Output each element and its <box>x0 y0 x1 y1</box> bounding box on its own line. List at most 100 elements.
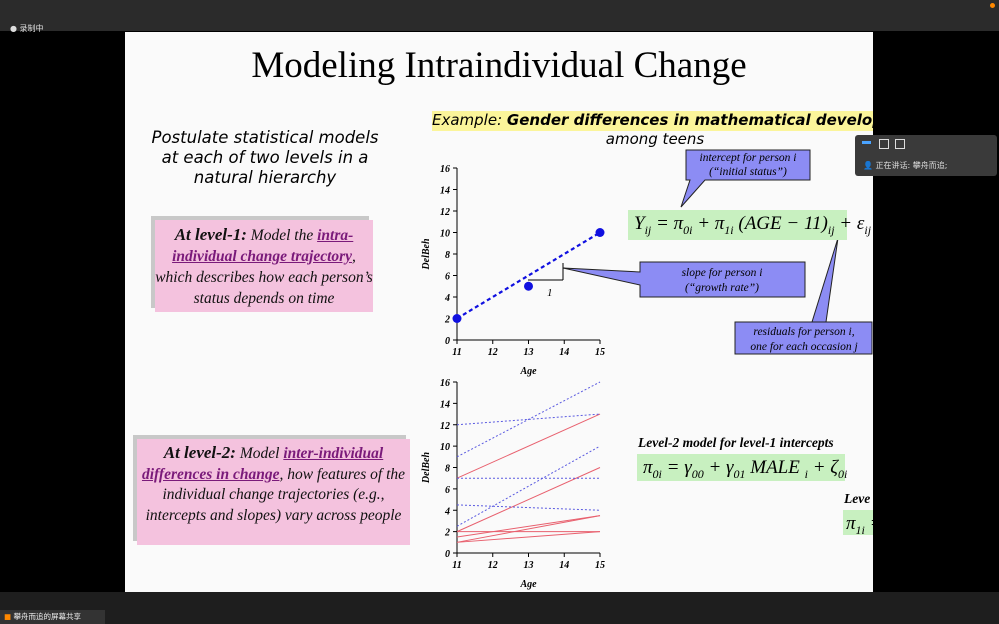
x-tick-label: 15 <box>595 560 605 571</box>
panel-icon[interactable] <box>879 139 889 149</box>
example-banner: Example: Gender differences in mathemati… <box>432 111 873 131</box>
trajectory <box>456 515 601 543</box>
share-indicator[interactable]: ■ 攀舟而追的屏幕共享 <box>0 610 105 624</box>
x-tick-label: 11 <box>452 347 461 358</box>
eq-subscript: 0i <box>652 466 662 481</box>
trajectory <box>456 504 601 511</box>
example-line2: among teens <box>605 130 705 148</box>
x-tick-label: 12 <box>488 560 498 571</box>
equation-level2-slopes: π1i = <box>843 510 873 535</box>
level1-term: intra-individual change trajectory <box>172 227 354 265</box>
level2-intercepts-label: Level-2 model for level-1 intercepts <box>638 435 834 450</box>
level1-box: At level-1: Model the intra-individual c… <box>155 220 373 312</box>
callout-slope-shape <box>562 261 806 298</box>
x-axis-label: Age <box>519 366 537 377</box>
example-label: Example: <box>432 111 503 129</box>
postulate-line: at each of two levels in a <box>161 148 369 167</box>
callout-residuals-shape <box>734 237 873 355</box>
level2-term: inter-individual differences in change <box>141 445 384 483</box>
slide-title: Modeling Intraindividual Change <box>251 45 747 86</box>
trajectory <box>456 381 601 458</box>
trajectory <box>456 531 601 543</box>
eq-part: = <box>865 513 873 534</box>
speaking-name: 正在讲话: 攀舟而追; <box>875 161 948 170</box>
callout-intercept-shape <box>680 149 811 208</box>
trajectory <box>456 231 601 320</box>
panel-icon[interactable] <box>862 141 871 144</box>
slope-label: 1 <box>547 287 553 299</box>
trajectory <box>456 515 601 538</box>
callout-text: (“initial status”) <box>709 166 787 178</box>
y-tick-label: 12 <box>440 207 450 218</box>
meeting-panel[interactable]: 👤 正在讲话: 攀舟而追; <box>855 135 997 176</box>
eq-subscript: ij <box>644 222 652 237</box>
y-tick-label: 6 <box>445 485 450 496</box>
eq-subscript: 01 <box>733 466 746 481</box>
eq-part: + ε <box>834 213 865 234</box>
trajectory <box>456 445 601 527</box>
x-axis-label: Age <box>519 579 537 590</box>
level2-slopes-label: Leve <box>844 491 871 506</box>
y-tick-label: 0 <box>445 549 450 560</box>
y-tick-label: 0 <box>445 336 450 347</box>
x-tick-label: 15 <box>595 347 605 358</box>
x-tick-label: 13 <box>524 560 534 571</box>
eq-subscript: 0i <box>683 222 693 237</box>
eq-subscript: 1i <box>724 222 734 237</box>
postulate-line: Postulate statistical models <box>151 128 379 147</box>
recording-label[interactable]: ● 录制中 <box>10 24 44 33</box>
y-tick-label: 4 <box>444 293 450 304</box>
y-tick-label: 2 <box>444 528 450 539</box>
level1-rest: , which describes how each person’s stat… <box>155 248 373 307</box>
postulate: Postulate statistical models at each of … <box>140 128 390 188</box>
y-tick-label: 12 <box>440 421 450 432</box>
share-text: 攀舟而追的屏幕共享 <box>13 612 81 621</box>
eq-part: Y <box>634 213 645 234</box>
y-tick-label: 2 <box>444 315 450 326</box>
y-tick-label: 14 <box>440 399 450 410</box>
y-tick-label: 16 <box>440 164 450 175</box>
eq-subscript: 00 <box>691 466 704 481</box>
level2-lead: Model <box>235 445 284 462</box>
recording-text: 录制中 <box>19 24 44 33</box>
speaking-text: 👤 正在讲话: 攀舟而追; <box>863 161 948 170</box>
example-text: Gender differences in mathematical devel… <box>506 111 873 129</box>
eq-part: = γ <box>661 457 692 478</box>
level1-label: At level-1: <box>174 225 247 244</box>
eq-subscript: ij <box>827 222 835 237</box>
y-tick-label: 8 <box>445 250 450 261</box>
eq-subscript: i <box>804 466 808 481</box>
y-axis-label: DelBeh <box>421 238 432 271</box>
status-dot <box>990 3 995 8</box>
data-point <box>524 281 533 291</box>
y-tick-label: 4 <box>444 506 450 517</box>
level2-label: At level-2: <box>163 443 236 462</box>
level2-box: At level-2: Model inter-individual diffe… <box>137 439 410 545</box>
data-point <box>452 314 462 323</box>
postulate-line: natural hierarchy <box>193 168 337 187</box>
equation-level2-intercepts: π0i = γ00 + γ01 MALE i + ζ0i <box>637 454 847 481</box>
eq-part: + π <box>692 213 725 234</box>
x-tick-label: 11 <box>452 560 461 571</box>
y-tick-label: 10 <box>440 442 450 453</box>
eq-subscript: ij <box>864 222 872 237</box>
y-axis-label: DelBeh <box>421 452 432 485</box>
eq-part: π <box>846 513 856 534</box>
eq-subscript: 1i <box>855 522 865 535</box>
top-bar <box>0 0 999 31</box>
y-tick-label: 10 <box>440 229 450 240</box>
bottom-bar <box>0 592 999 624</box>
callout-text: (“growth rate”) <box>685 282 759 294</box>
eq-part: (AGE − 11) <box>733 213 828 234</box>
eq-part: = π <box>651 213 684 234</box>
callout-text: intercept for person i <box>700 152 797 164</box>
level2-rest: , how features of the individual change … <box>145 465 406 524</box>
trajectory <box>456 413 601 479</box>
x-tick-label: 13 <box>524 347 534 358</box>
y-tick-label: 8 <box>445 464 450 475</box>
equation-level1: Yij = π0i + π1i (AGE − 11)ij + εij <box>628 210 871 240</box>
panel-icon[interactable] <box>895 139 905 149</box>
eq-part: + ζ <box>807 457 838 478</box>
